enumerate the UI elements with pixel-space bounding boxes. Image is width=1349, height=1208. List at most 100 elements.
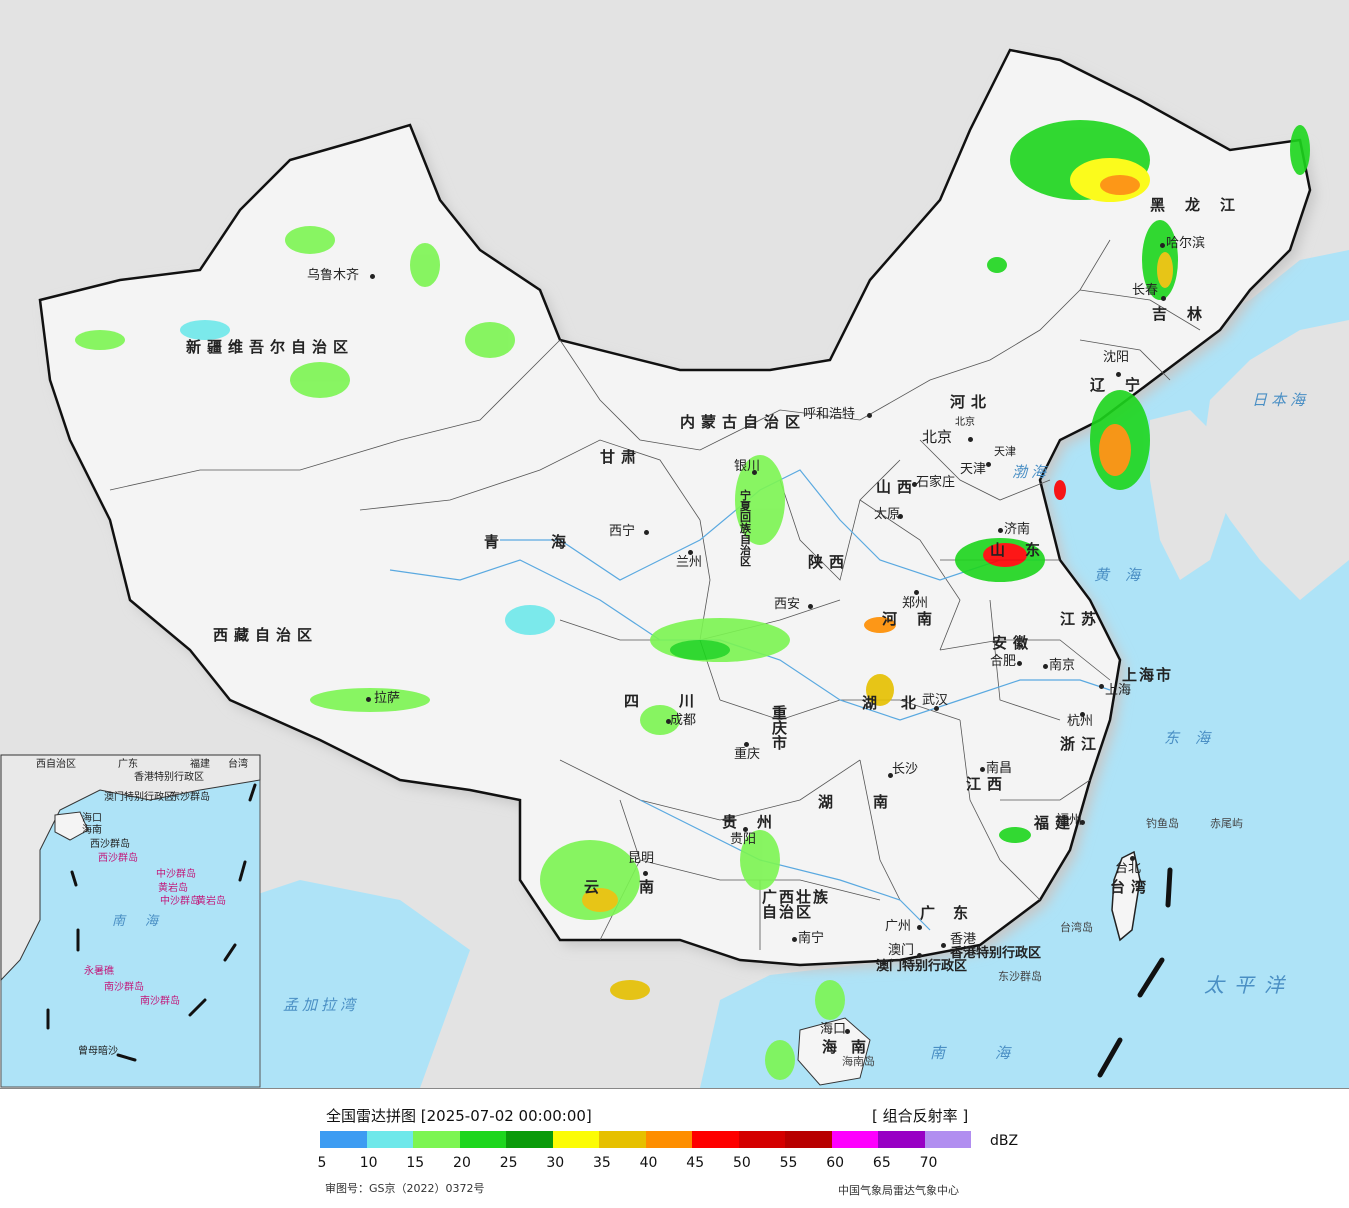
inset-label-2: 广东	[118, 759, 138, 770]
city-chengdu: 成都	[670, 713, 697, 728]
legend-tick: 20	[453, 1155, 471, 1171]
radar-echoes	[75, 120, 1310, 1080]
city-taipei: 台北	[1115, 861, 1142, 876]
inset-label-15: 曾母暗沙	[78, 1046, 118, 1057]
sea-south: 南海	[930, 1044, 1061, 1062]
city-nanchang: 南昌	[986, 761, 1013, 776]
inset-label-9: 西沙群岛	[90, 839, 130, 850]
label-hubei: 湖北	[862, 694, 941, 712]
inset-label-11: 南海	[112, 914, 179, 929]
city-jinan: 济南	[1004, 522, 1031, 537]
sea-yellow: 黄海	[1094, 566, 1157, 584]
island-taiwan: 台湾岛	[1060, 921, 1093, 934]
city-guiyang: 贵阳	[730, 832, 757, 847]
city-beijing: 北京	[922, 428, 953, 446]
city-changchun: 长春	[1132, 283, 1159, 298]
city-yinchuan: 银川	[734, 459, 761, 474]
legend-swatch	[552, 1131, 599, 1148]
inset-pink-2: 中沙群岛	[160, 896, 200, 907]
label-guangdong: 广东	[920, 904, 987, 922]
city-xian: 西安	[774, 597, 801, 612]
inset-pink-3: 黄岩岛	[196, 896, 226, 907]
inset-label-10: 东沙群岛	[170, 792, 210, 803]
label-shandong: 山东	[990, 541, 1061, 559]
city-shanghai: 上海	[1105, 683, 1132, 698]
taiwan-island	[1111, 850, 1141, 942]
label-taiwan: 台湾	[1110, 878, 1153, 896]
label-hainan: 海南	[822, 1038, 881, 1056]
label-beijing-prov: 北京	[955, 417, 975, 428]
sea-east: 东海	[1164, 729, 1227, 747]
legend-tick: 45	[686, 1155, 705, 1171]
city-lhasa: 拉萨	[374, 691, 401, 706]
bay-of-bengal	[240, 880, 470, 1088]
map-title: 全国雷达拼图 [2025-07-02 00:00:00]	[326, 1107, 592, 1125]
legend-swatch	[645, 1131, 692, 1148]
label-chongqing: 重庆市	[772, 704, 790, 752]
approval-number: 审图号：GS京（2022）0372号	[325, 1182, 485, 1195]
dash-line	[1097, 867, 1173, 1078]
inset-label-5: 香港特别行政区	[134, 772, 204, 783]
legend-tick: 60	[826, 1155, 845, 1171]
label-shaanxi: 陕西	[808, 553, 851, 571]
city-wuhan: 武汉	[922, 693, 949, 708]
sea-pacific: 太平洋	[1204, 973, 1294, 997]
label-macau-sar: 澳门特别行政区	[876, 959, 968, 974]
legend-swatch	[785, 1131, 832, 1148]
rivers	[389, 469, 1111, 931]
legend-tick: 40	[639, 1155, 658, 1171]
city-tianjin: 天津	[960, 462, 987, 477]
legend-swatch	[413, 1131, 460, 1148]
inset-label-13: 黄岩岛	[158, 883, 188, 894]
label-hebei: 河北	[950, 393, 993, 411]
product-name: [ 组合反射率 ]	[872, 1107, 969, 1125]
label-jiangsu: 江苏	[1060, 610, 1103, 628]
inset-label-6: 澳门特别行政区	[104, 792, 174, 803]
label-hunan: 湖南	[818, 793, 929, 811]
legend-tick: 65	[872, 1155, 891, 1171]
label-hongkong-sar: 香港特别行政区	[950, 946, 1042, 961]
legend-tick: 50	[732, 1155, 751, 1171]
legend-swatch	[459, 1131, 506, 1148]
label-gansu: 甘肃	[600, 448, 643, 466]
city-hongkong: 香港	[950, 932, 977, 947]
legend-tick: 30	[546, 1155, 565, 1171]
label-heilongjiang: 黑龙江	[1150, 196, 1256, 214]
island-chiwei: 赤尾屿	[1210, 817, 1243, 830]
label-henan: 河南	[882, 610, 953, 628]
legend-tick: 55	[779, 1155, 798, 1171]
inset-label-4: 台湾	[228, 759, 248, 770]
label-shanghai-prov: 上海市	[1122, 666, 1174, 684]
sea-japan: 日本海	[1252, 391, 1310, 409]
city-xining: 西宁	[609, 524, 636, 539]
legend-swatch	[320, 1131, 367, 1148]
city-hangzhou: 杭州	[1067, 714, 1094, 729]
label-shanxi: 山西	[876, 478, 919, 496]
sea-bohai: 渤海	[1012, 463, 1051, 481]
city-chongqing: 重庆	[734, 747, 761, 762]
city-taiyuan: 太原	[874, 507, 901, 522]
city-changsha: 长沙	[892, 762, 919, 777]
city-nanjing: 南京	[1049, 658, 1076, 673]
label-xizang: 西藏自治区	[213, 626, 319, 644]
city-kunming: 昆明	[628, 851, 655, 866]
inset-pink-5: 永暑礁	[84, 966, 114, 977]
label-fujian: 福建	[1034, 814, 1077, 832]
source-credit: 中国气象局雷达气象中心	[838, 1184, 959, 1197]
legend-swatch	[692, 1131, 739, 1148]
label-xinjiang: 新疆维吾尔自治区	[186, 338, 355, 356]
inset-pink-1: 西沙群岛	[98, 853, 138, 864]
legend-swatch	[738, 1131, 785, 1148]
city-guangzhou: 广州	[885, 919, 912, 934]
city-nanning: 南宁	[798, 931, 825, 946]
inset-label-8: 海南	[82, 825, 102, 836]
city-lanzhou: 兰州	[676, 555, 703, 570]
city-fuzhou: 福州	[1056, 813, 1083, 828]
label-liaoning: 辽宁	[1090, 376, 1161, 394]
label-yunnan: 云南	[584, 878, 695, 896]
city-harbin: 哈尔滨	[1166, 236, 1206, 251]
city-urumqi: 乌鲁木齐	[307, 268, 360, 283]
legend-swatch	[506, 1131, 553, 1148]
legend-tick: 15	[406, 1155, 425, 1171]
city-hohhot: 呼和浩特	[803, 407, 856, 422]
